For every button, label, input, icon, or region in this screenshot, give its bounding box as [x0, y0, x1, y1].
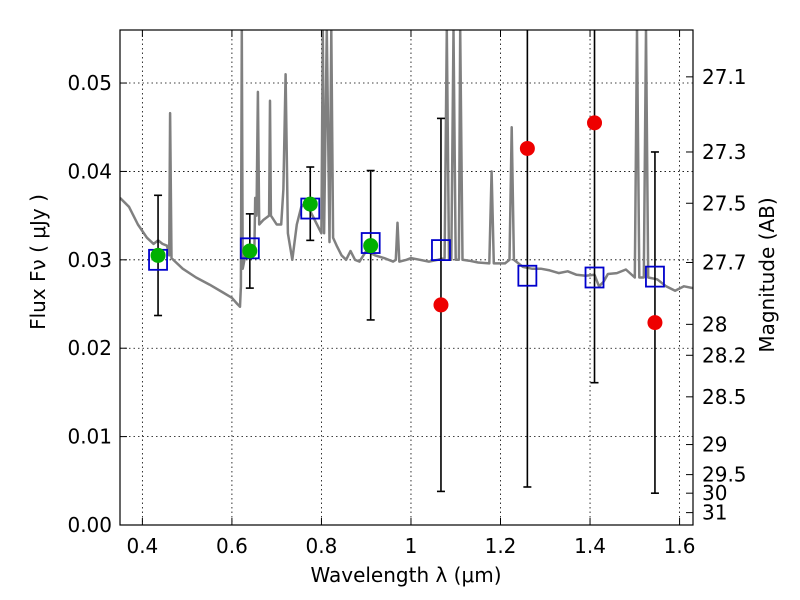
- y2-axis-label: Magnitude (AB): [755, 197, 779, 352]
- y2-tick-label: 28.5: [702, 385, 747, 409]
- detection-point: [363, 238, 379, 254]
- model-photometry-box: [517, 264, 538, 287]
- x-tick-label: 0.6: [216, 534, 248, 558]
- y2-tick-label: 29: [702, 433, 727, 457]
- y-axis-label: Flux Fν ( μJy ): [26, 194, 50, 330]
- detection-point: [150, 247, 166, 263]
- detection-point: [302, 196, 318, 212]
- x-tick-label: 1.2: [485, 534, 517, 558]
- y-tick-label: 0.00: [67, 513, 112, 537]
- y2-tick-label: 29.5: [702, 463, 747, 487]
- plot-background: [120, 30, 693, 525]
- y-tick-label: 0.05: [67, 71, 112, 95]
- low-significance-point: [433, 297, 449, 313]
- plot-frame: [119, 29, 694, 526]
- low-significance-point: [519, 140, 535, 156]
- y2-tick-label: 27.3: [702, 140, 747, 164]
- y2-tick-label: 31: [702, 501, 727, 525]
- x-axis-label: Wavelength λ (μm): [310, 563, 501, 587]
- marker-layer: [148, 115, 665, 331]
- model-photometry-box: [584, 266, 605, 289]
- y2-tick-label: 28: [702, 312, 727, 336]
- low-significance-point: [647, 315, 663, 331]
- y2-tick-label: 28.2: [702, 343, 747, 367]
- x-tick-label: 0.8: [306, 534, 338, 558]
- y2-tick-label: 30: [702, 481, 727, 505]
- x-tick-label: 1: [405, 534, 418, 558]
- model-photometry-box: [431, 239, 451, 261]
- x-tick-label: 1.6: [664, 534, 696, 558]
- detection-point: [242, 243, 258, 259]
- model-photometry-box: [645, 265, 665, 288]
- low-significance-point: [587, 115, 603, 131]
- x-tick-label: 0.4: [126, 534, 158, 558]
- y-tick-label: 0.02: [67, 336, 112, 360]
- y-tick-label: 0.03: [67, 248, 112, 272]
- model-spectrum-line: [120, 30, 693, 308]
- axis-ticks: 0.4 0.6 0.8 1 1.2 1.4 1.6 0.00 0.01 0.02 0.03 0.04 0…: [67, 30, 747, 558]
- y-tick-label: 0.04: [67, 159, 112, 183]
- series-layer: [120, 30, 693, 308]
- y-tick-label: 0.01: [67, 425, 112, 449]
- y2-tick-label: 27.5: [702, 191, 747, 215]
- y2-tick-label: 27.7: [702, 250, 747, 274]
- x-tick-label: 1.4: [574, 534, 606, 558]
- y2-tick-label: 27.1: [702, 65, 747, 89]
